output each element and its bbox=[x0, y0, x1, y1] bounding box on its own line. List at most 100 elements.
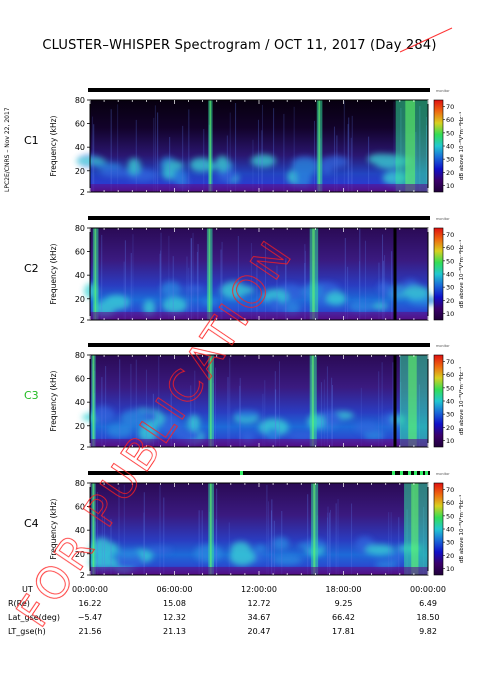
footer-row-ut: UT 00:00:00 06:00:00 12:00:00 18:00:00 00:00:… bbox=[22, 585, 446, 594]
streak bbox=[143, 492, 145, 575]
bright-interval-core bbox=[94, 228, 97, 320]
footer-value: 12.32 bbox=[163, 613, 186, 622]
footer-value: 06:00:00 bbox=[157, 585, 193, 594]
colorbar-tick-label: 40 bbox=[446, 143, 454, 151]
y-tick-label: 40 bbox=[75, 143, 85, 152]
streak bbox=[227, 377, 229, 447]
y-tick-label: 40 bbox=[75, 398, 85, 407]
footer-value: 15.08 bbox=[163, 599, 186, 608]
streak bbox=[132, 234, 134, 320]
colorbar-tick-label: 10 bbox=[446, 310, 454, 318]
streak bbox=[382, 260, 384, 320]
y-tick-label: 2 bbox=[80, 188, 85, 197]
streak bbox=[307, 494, 309, 575]
emission-blob bbox=[254, 545, 267, 552]
emission-blob bbox=[115, 549, 141, 559]
emission-blob bbox=[319, 157, 334, 175]
streak bbox=[283, 113, 285, 192]
emission-blob bbox=[215, 155, 230, 172]
emission-blob bbox=[91, 406, 115, 423]
colorbar-tick-label: 10 bbox=[446, 565, 454, 573]
streak bbox=[188, 109, 190, 192]
streak bbox=[304, 244, 306, 320]
streak bbox=[275, 389, 277, 447]
y-tick-label: 80 bbox=[75, 224, 85, 233]
streak bbox=[278, 361, 280, 447]
emission-blob bbox=[175, 429, 201, 442]
streak bbox=[382, 234, 384, 320]
colorbar-tick-label: 60 bbox=[446, 371, 454, 379]
colorbar: 10 20 30 40 50 60 70 dB above 10⁻⁸V²m⁻²Hz⁻¹ bbox=[433, 227, 465, 321]
streak bbox=[110, 109, 112, 192]
footer-value: −5.47 bbox=[78, 613, 103, 622]
streak bbox=[201, 510, 203, 575]
emission-blob bbox=[365, 544, 395, 556]
spacecraft-label: C2 bbox=[24, 262, 39, 275]
streak bbox=[328, 512, 330, 575]
streak bbox=[327, 512, 329, 575]
colorbar-gradient bbox=[433, 99, 444, 193]
streak bbox=[239, 377, 241, 447]
streak bbox=[274, 371, 276, 447]
emission-blob bbox=[138, 424, 158, 443]
streak bbox=[92, 116, 94, 192]
streak bbox=[351, 115, 353, 192]
status-label: monitor bbox=[436, 217, 450, 221]
emission-blob bbox=[403, 285, 430, 300]
streak bbox=[285, 258, 287, 320]
emission-blob bbox=[234, 410, 260, 418]
diffuse-emission bbox=[81, 406, 406, 444]
colorbar-tick-label: 60 bbox=[446, 244, 454, 252]
colorbar-tick-label: 30 bbox=[446, 411, 454, 419]
status-mark bbox=[408, 471, 411, 475]
streak bbox=[351, 503, 353, 575]
streak bbox=[392, 362, 394, 447]
emission-blob bbox=[250, 154, 276, 168]
streak bbox=[110, 518, 112, 575]
footer-value: 6.49 bbox=[419, 599, 437, 608]
emission-blob bbox=[367, 153, 395, 165]
streak bbox=[347, 124, 349, 192]
colorbar-tick-label: 20 bbox=[446, 169, 454, 177]
spacecraft-label: C3 bbox=[24, 389, 39, 402]
streak bbox=[304, 250, 306, 320]
y-tick-label: 60 bbox=[75, 375, 85, 384]
streak bbox=[344, 237, 346, 320]
footer-value: 16.22 bbox=[79, 599, 102, 608]
footer-value: 21.56 bbox=[79, 627, 102, 636]
status-strip bbox=[88, 343, 430, 347]
status-label: monitor bbox=[436, 344, 450, 348]
colorbar-tick-label: 40 bbox=[446, 398, 454, 406]
streak bbox=[335, 503, 337, 575]
streak bbox=[93, 124, 95, 192]
streak bbox=[330, 509, 332, 575]
streak bbox=[124, 240, 126, 320]
streak bbox=[347, 266, 349, 320]
colorbar-tick-label: 30 bbox=[446, 156, 454, 164]
colorbar-tick-label: 50 bbox=[446, 257, 454, 265]
y-axis-label: Frequency (kHz) bbox=[49, 115, 58, 176]
streak bbox=[359, 228, 361, 320]
emission-blob bbox=[163, 414, 179, 430]
colorbar-tick-label: 10 bbox=[446, 182, 454, 190]
streak bbox=[384, 255, 386, 320]
status-strip bbox=[88, 471, 430, 475]
y-tick-label: 80 bbox=[75, 351, 85, 360]
streak bbox=[216, 488, 218, 575]
streak bbox=[398, 517, 400, 575]
emission-blob bbox=[100, 168, 133, 178]
emission-blob bbox=[88, 555, 118, 570]
streak bbox=[160, 250, 162, 320]
streak bbox=[331, 377, 333, 447]
colorbar-label: dB above 10⁻⁸V²m⁻²Hz⁻¹ bbox=[458, 112, 465, 180]
emission-blob bbox=[267, 297, 281, 305]
streak bbox=[337, 499, 339, 575]
status-mark bbox=[420, 471, 423, 475]
streak bbox=[214, 367, 216, 447]
data-gap bbox=[393, 355, 397, 447]
emission-blob bbox=[184, 285, 204, 292]
emission-blob bbox=[291, 158, 318, 177]
emission-blob bbox=[363, 430, 385, 441]
streak bbox=[220, 249, 222, 320]
streak bbox=[157, 112, 159, 192]
